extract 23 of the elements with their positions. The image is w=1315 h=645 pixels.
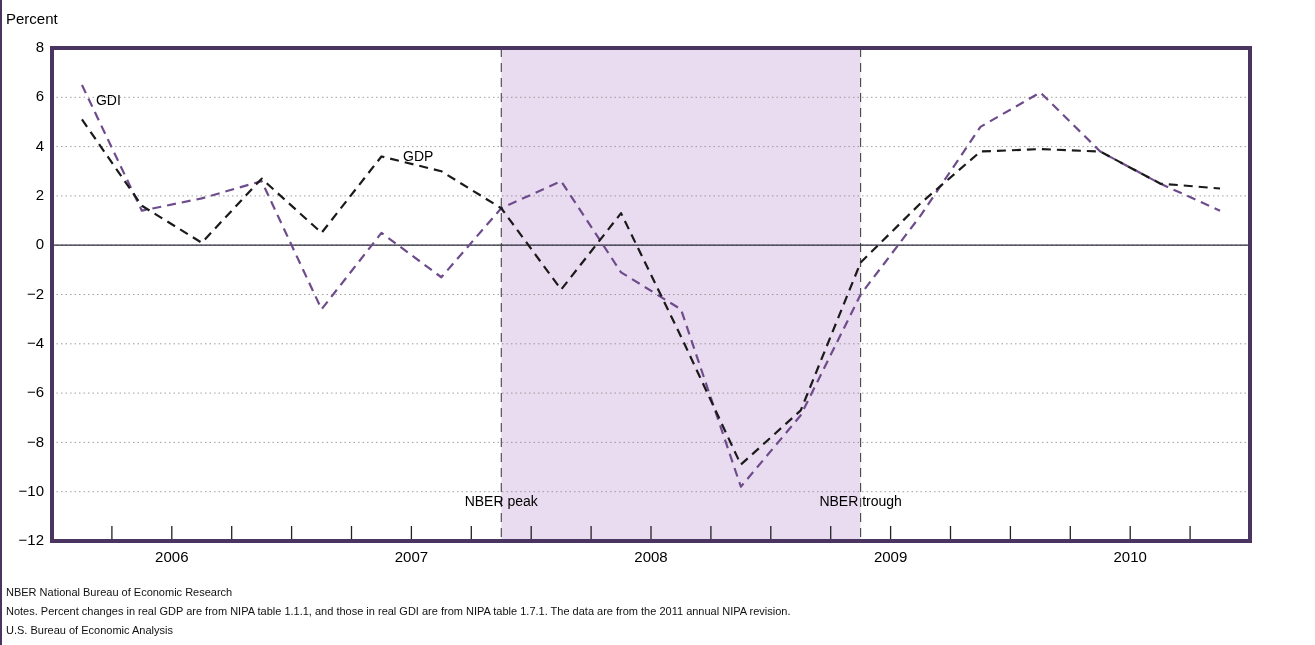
text: U.S. Bureau of Economic Analysis	[6, 624, 174, 636]
x-tick-label: 2007	[394, 548, 429, 566]
y-axis-title: Percent	[6, 9, 59, 27]
x-tick-label: 2008	[634, 548, 668, 566]
x-tick-label: 2009	[873, 548, 908, 566]
text: NBER National Bureau of Economic Research	[6, 586, 234, 598]
y-tick-label: −6	[26, 383, 44, 401]
y-tick-label: 4	[35, 136, 44, 154]
text: Notes. Percent changes in real GDP are from NIPA table 1.1.1, and those in real GDI are from NIPA table 1.7.1. The data are from the 2011 annual NIPA revision.	[6, 605, 791, 617]
series-label: GDI	[95, 91, 121, 108]
y-tick-label: −12	[18, 531, 44, 549]
series-label: GDP	[403, 148, 434, 165]
x-tick-label: 2010	[1113, 548, 1147, 566]
y-tick-label: 2	[35, 186, 44, 204]
x-tick-label: 2006	[155, 548, 189, 566]
y-tick-label: −8	[26, 432, 44, 450]
y-tick-label: −2	[26, 284, 44, 302]
y-tick-label: 8	[35, 38, 44, 56]
y-tick-label: 6	[35, 87, 44, 105]
y-tick-label: −10	[18, 481, 44, 499]
y-tick-label: 0	[35, 235, 44, 253]
ref-line-label: NBER trough	[819, 492, 902, 509]
y-tick-label: −4	[26, 333, 44, 351]
